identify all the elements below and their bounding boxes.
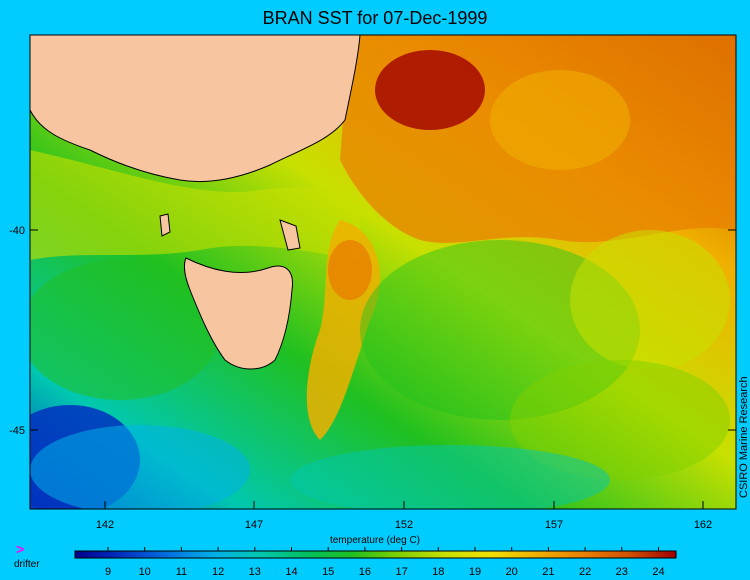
lon-label-147: 147 xyxy=(245,519,263,531)
colorbar-tick-label-17: 17 xyxy=(395,566,407,578)
mainland-landmass xyxy=(30,35,361,183)
lat-label-40: -40 xyxy=(9,225,25,237)
colorbar-tick-label-15: 15 xyxy=(322,566,334,578)
colorbar-tick-label-12: 12 xyxy=(212,566,224,578)
colorbar-tick-label-21: 21 xyxy=(542,566,554,578)
colorbar-tick-label-20: 20 xyxy=(506,566,518,578)
colorbar-tick-label-18: 18 xyxy=(432,566,444,578)
lon-label-152: 152 xyxy=(395,519,413,531)
lat-axis: -40 -45 xyxy=(9,225,736,437)
sst-field xyxy=(30,35,736,509)
colorbar-tick-label-23: 23 xyxy=(616,566,628,578)
colorbar-tick-label-22: 22 xyxy=(579,566,591,578)
flinders-island xyxy=(279,219,301,251)
colorbar-tick-label-16: 16 xyxy=(359,566,371,578)
lon-label-157: 157 xyxy=(545,519,563,531)
lon-label-142: 142 xyxy=(96,519,114,531)
king-island xyxy=(159,213,171,237)
credit-label: CSIRO Marine Research xyxy=(738,376,750,498)
colorbar-tick-label-19: 19 xyxy=(469,566,481,578)
lon-label-162: 162 xyxy=(694,519,712,531)
map-frame xyxy=(29,34,737,510)
colorbar-tick-label-24: 24 xyxy=(652,566,664,578)
colorbar-tick-label-11: 11 xyxy=(176,566,187,578)
lon-axis: 142 147 152 157 162 xyxy=(96,501,712,531)
map-title: BRAN SST for 07-Dec-1999 xyxy=(262,8,488,28)
colorbar-tick-label-10: 10 xyxy=(139,566,151,578)
colorbar xyxy=(74,550,677,559)
drifter-legend-label: drifter xyxy=(14,559,40,570)
colorbar-label: temperature (deg C) xyxy=(329,535,421,546)
colorbar-tick-label-9: 9 xyxy=(105,566,111,578)
lat-label-45: -45 xyxy=(9,425,25,437)
drifter-marker-icon: > xyxy=(16,541,25,557)
colorbar-ticks: 9 10 11 12 13 14 15 16 17 18 19 20 21 22 23 24 xyxy=(105,547,665,578)
tasmania-landmass xyxy=(183,257,294,370)
colorbar-tick-label-14: 14 xyxy=(285,566,297,578)
colorbar-tick-label-13: 13 xyxy=(249,566,261,578)
